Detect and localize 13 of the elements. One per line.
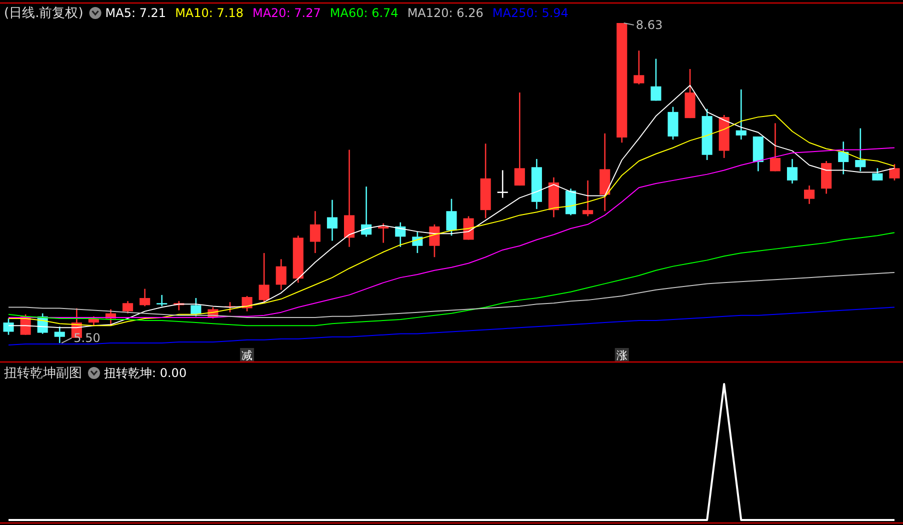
legend-item: MA5: 7.21 [105, 6, 166, 20]
signal-label: 减 [242, 349, 253, 362]
annotation: 5.50 [74, 331, 100, 345]
legend-item: MA120: 6.26 [407, 6, 484, 20]
title: 扭转乾坤副图 [4, 366, 82, 381]
annotation: 8.63 [636, 18, 663, 32]
legend-item: 扭转乾坤: 0.00 [104, 366, 187, 380]
title: (日线.前复权) [4, 6, 84, 21]
legend-item: MA20: 7.27 [252, 6, 321, 20]
signal-label: 涨 [616, 349, 628, 362]
legend-item: MA60: 6.74 [330, 6, 398, 20]
legend-item: MA10: 7.18 [175, 6, 244, 20]
legend-item: MA250: 5.94 [492, 6, 568, 20]
